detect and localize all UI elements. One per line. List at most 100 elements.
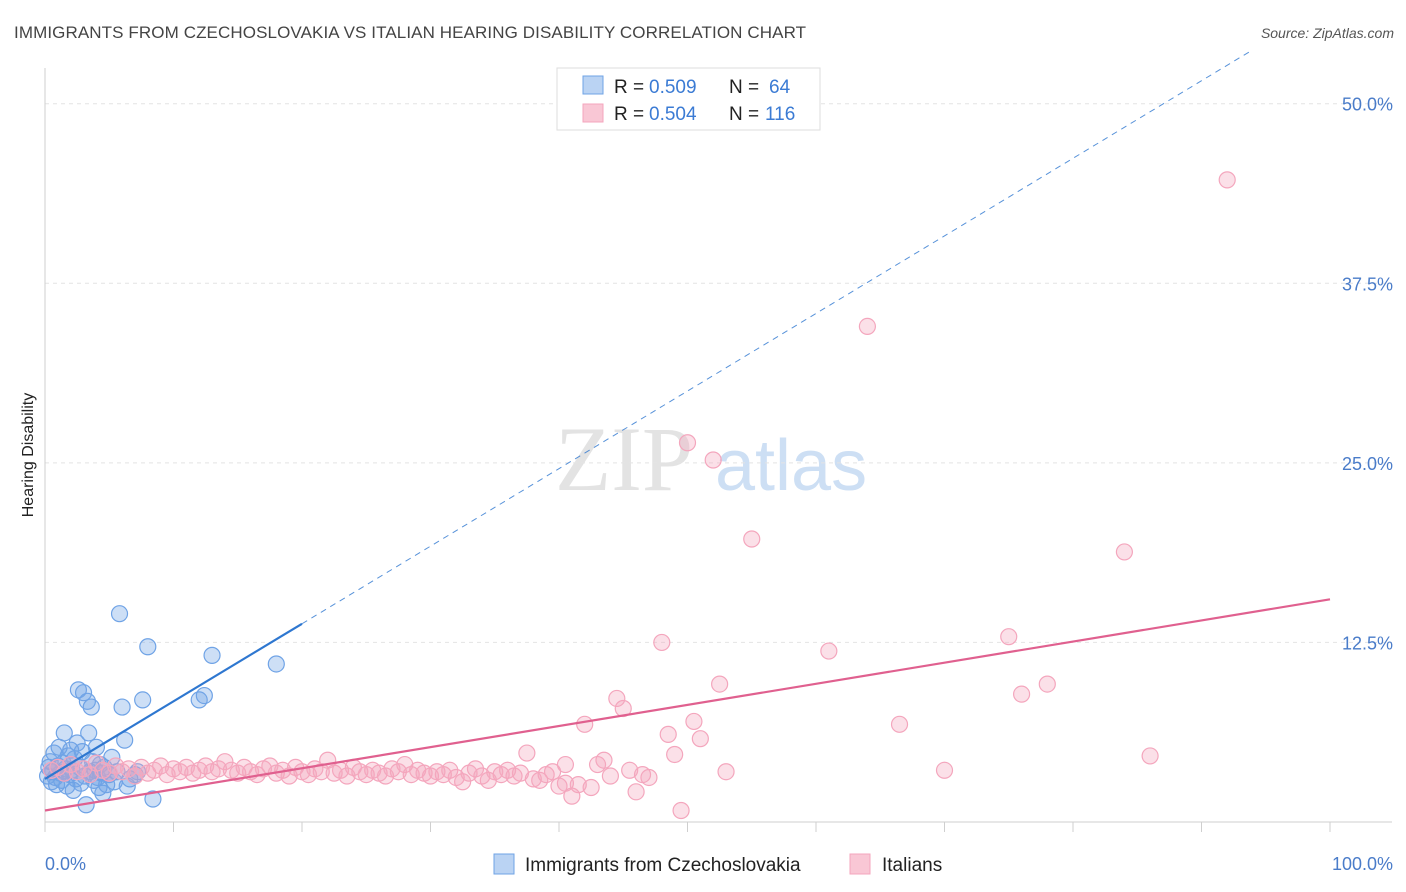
x-tick-label-max: 100.0%: [1332, 854, 1393, 874]
point-italians-87: [601, 767, 620, 785]
point-italians-97: [672, 801, 690, 820]
gridlines: [45, 103, 1392, 643]
point-czechoslovakia-58: [139, 638, 157, 656]
point-italians-62: [441, 761, 459, 779]
y-tick-label-2: 37.5%: [1342, 274, 1393, 294]
trend-line-czechoslovakia: [44, 622, 303, 780]
point-italians-107: [890, 715, 909, 733]
point-italians-26: [209, 760, 228, 778]
point-italians-104: [743, 530, 761, 548]
point-italians-71: [499, 761, 517, 779]
legend-n-value-1: 116: [765, 104, 795, 125]
bottom-legend-swatch-italians: [849, 853, 871, 875]
point-czechoslovakia-57: [134, 691, 152, 709]
point-italians-108: [935, 761, 954, 779]
legend-r-value-0: 0.509: [649, 77, 697, 98]
bottom-legend: Immigrants from Czechoslovakia Italians: [493, 853, 942, 876]
point-italians-24: [197, 757, 215, 775]
point-czechoslovakia-51: [113, 698, 131, 716]
point-italians-94: [653, 633, 671, 652]
bottom-legend-swatch-czechoslovakia: [493, 853, 515, 875]
point-italians-91: [627, 783, 645, 801]
point-italians-110: [1012, 685, 1031, 703]
point-italians-86: [595, 751, 613, 769]
legend-swatch-italians: [582, 103, 604, 123]
x-tick-label-min: 0.0%: [45, 854, 86, 874]
point-italians-113: [1141, 747, 1159, 765]
point-italians-75: [524, 770, 542, 788]
trend-line-italians: [44, 598, 1331, 812]
point-italians-114: [1218, 171, 1236, 189]
legend-swatch-czechoslovakia: [582, 75, 604, 95]
legend-n-value-0: 64: [769, 77, 791, 98]
y-axis-label: Hearing Disability: [20, 393, 37, 518]
point-czechoslovakia-63: [267, 655, 285, 673]
point-italians-95: [659, 725, 677, 743]
point-italians-9: [100, 764, 118, 782]
point-italians-105: [820, 642, 838, 660]
legend-r-label-0: R =: [614, 77, 644, 98]
legend: R = 0.509 N = 64 R = 0.504 N = 116: [556, 67, 821, 131]
point-italians-21: [177, 758, 195, 777]
point-czechoslovakia-24: [69, 681, 88, 699]
point-italians-66: [466, 760, 485, 778]
bottom-legend-italians: Italians: [882, 855, 942, 876]
point-czechoslovakia-50: [110, 605, 129, 623]
point-italians-78: [543, 763, 562, 781]
point-italians-90: [621, 761, 639, 779]
point-italians-74: [518, 744, 536, 762]
data-points: [38, 171, 1236, 820]
point-czechoslovakia-23: [68, 734, 86, 752]
point-italians-99: [678, 434, 697, 452]
y-tick-label-3: 50.0%: [1342, 95, 1393, 115]
point-italians-106: [858, 317, 877, 335]
tick-labels: 12.5% 25.0% 37.5% 50.0% 0.0% 100.0%: [45, 95, 1393, 874]
legend-r-label-1: R =: [614, 104, 644, 125]
point-italians-109: [1000, 628, 1018, 646]
point-italians-14: [132, 758, 150, 777]
y-tick-label-0: 12.5%: [1342, 633, 1393, 653]
point-italians-12: [119, 760, 138, 778]
point-italians-18: [158, 765, 176, 784]
source-label: Source: ZipAtlas.com: [1260, 25, 1394, 41]
trend-lines: [44, 49, 1331, 812]
point-italians-111: [1038, 675, 1056, 693]
point-italians-98: [685, 712, 703, 731]
legend-n-label-0: N =: [729, 77, 759, 98]
watermark-atlas: atlas: [715, 426, 867, 506]
point-italians-83: [576, 715, 594, 733]
chart-title: IMMIGRANTS FROM CZECHOSLOVAKIA VS ITALIA…: [14, 23, 807, 42]
point-italians-101: [704, 451, 722, 469]
point-italians-64: [454, 773, 472, 791]
point-italians-76: [531, 771, 549, 789]
point-italians-27: [216, 753, 234, 771]
point-italians-13: [126, 767, 144, 785]
legend-r-value-1: 0.504: [649, 104, 697, 125]
point-italians-88: [608, 689, 626, 708]
point-italians-93: [640, 768, 658, 787]
point-italians-96: [666, 745, 684, 764]
watermark-zip: ZIP: [555, 408, 693, 510]
point-czechoslovakia-34: [82, 698, 100, 716]
legend-n-label-1: N =: [729, 104, 759, 125]
point-italians-54: [389, 763, 407, 781]
point-czechoslovakia-61: [195, 686, 213, 705]
point-italians-17: [152, 757, 170, 775]
point-italians-46: [338, 767, 356, 785]
point-italians-7: [87, 754, 106, 772]
point-czechoslovakia-59: [144, 790, 162, 808]
point-czechoslovakia-28: [74, 684, 93, 702]
point-italians-84: [582, 778, 600, 797]
point-italians-115: [556, 755, 575, 774]
point-italians-103: [717, 763, 735, 781]
point-czechoslovakia-52: [116, 731, 134, 749]
axes: [44, 68, 1392, 832]
point-italians-112: [1115, 543, 1134, 561]
point-czechoslovakia-32: [80, 724, 98, 742]
point-italians-100: [691, 730, 709, 748]
bottom-legend-czechoslovakia: Immigrants from Czechoslovakia: [525, 855, 801, 876]
point-czechoslovakia-62: [203, 646, 221, 664]
point-italians-82: [569, 776, 587, 794]
y-tick-label-1: 25.0%: [1342, 454, 1393, 474]
